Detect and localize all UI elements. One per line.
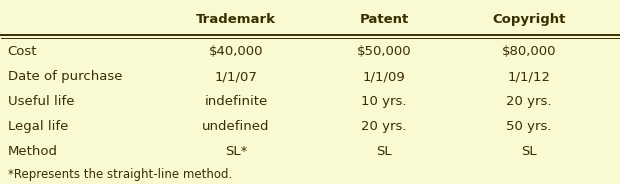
Text: Method: Method [7, 145, 58, 158]
Text: $40,000: $40,000 [209, 45, 263, 58]
Text: *Represents the straight-line method.: *Represents the straight-line method. [7, 168, 232, 181]
Text: 1/1/09: 1/1/09 [363, 70, 405, 83]
Text: Date of purchase: Date of purchase [7, 70, 122, 83]
Text: $80,000: $80,000 [502, 45, 556, 58]
Text: Cost: Cost [7, 45, 37, 58]
Text: 20 yrs.: 20 yrs. [507, 95, 552, 108]
Text: 10 yrs.: 10 yrs. [361, 95, 407, 108]
Text: SL: SL [521, 145, 537, 158]
Text: 50 yrs.: 50 yrs. [507, 120, 552, 133]
Text: SL*: SL* [224, 145, 247, 158]
Text: Trademark: Trademark [196, 13, 276, 26]
Text: 1/1/07: 1/1/07 [215, 70, 257, 83]
Text: undefined: undefined [202, 120, 270, 133]
Text: 1/1/12: 1/1/12 [508, 70, 551, 83]
Text: indefinite: indefinite [205, 95, 268, 108]
Text: $50,000: $50,000 [356, 45, 412, 58]
Text: Useful life: Useful life [7, 95, 74, 108]
Text: Copyright: Copyright [492, 13, 566, 26]
Text: 20 yrs.: 20 yrs. [361, 120, 407, 133]
Text: SL: SL [376, 145, 392, 158]
Text: Patent: Patent [360, 13, 409, 26]
Text: Legal life: Legal life [7, 120, 68, 133]
